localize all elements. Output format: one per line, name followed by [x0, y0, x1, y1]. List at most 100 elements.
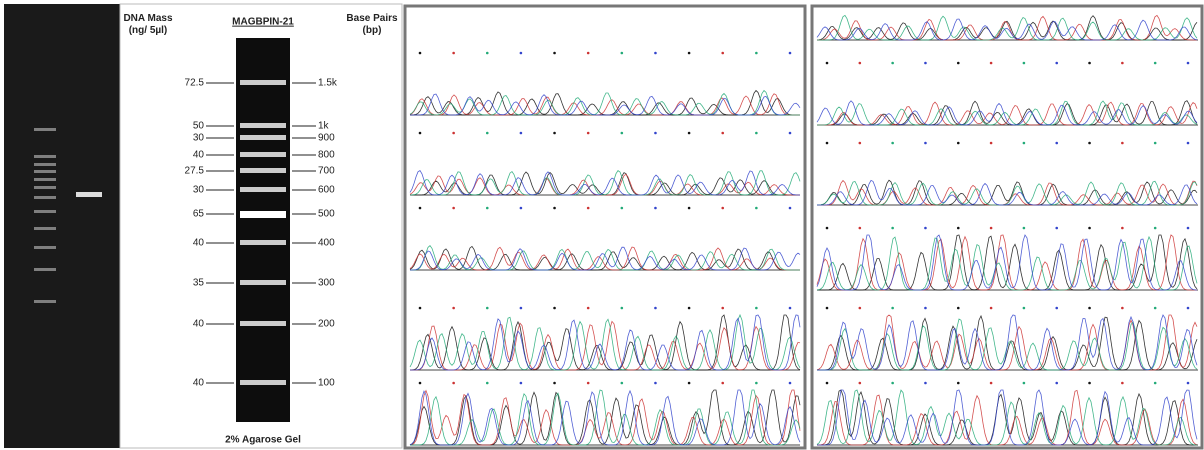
gel-band — [34, 155, 56, 158]
gel-band — [34, 268, 56, 271]
band-mass: 40 — [193, 378, 205, 389]
base-dot — [1088, 62, 1091, 65]
base-dot — [1023, 227, 1026, 230]
base-dot — [1154, 227, 1157, 230]
bp-label-line: Base Pairs — [346, 13, 398, 24]
base-dot — [1187, 307, 1190, 310]
band-size: 700 — [318, 166, 335, 177]
ladder-band — [240, 211, 286, 218]
ladder-band — [240, 80, 286, 85]
ladder-band — [240, 321, 286, 326]
base-dot — [621, 207, 624, 210]
base-dot — [924, 307, 927, 310]
base-dot — [859, 62, 862, 65]
base-dot — [621, 52, 624, 55]
base-dot — [1121, 142, 1124, 145]
base-dot — [721, 207, 724, 210]
mass-label-line: DNA Mass — [123, 13, 173, 24]
band-size: 500 — [318, 209, 335, 220]
base-dot — [826, 62, 829, 65]
ladder-band — [240, 135, 286, 140]
band-mass: 72.5 — [185, 78, 205, 89]
base-dot — [957, 142, 960, 145]
base-dot — [891, 307, 894, 310]
ladder-band — [240, 123, 286, 128]
bp-label-line: (bp) — [363, 25, 382, 36]
ladder-band — [240, 240, 286, 245]
base-dot — [419, 207, 422, 210]
band-mass: 30 — [193, 133, 205, 144]
figure: DNA Mass(ng/ 5µl) MAGBPIN-21 Base Pairs(… — [0, 0, 1204, 450]
base-dot — [452, 132, 455, 135]
band-mass: 27.5 — [185, 166, 205, 177]
base-dot — [990, 307, 993, 310]
base-dot — [654, 52, 657, 55]
base-dot — [755, 307, 758, 310]
base-dot — [826, 142, 829, 145]
gel-image — [4, 4, 120, 448]
band-size: 200 — [318, 319, 335, 330]
base-dot — [452, 52, 455, 55]
gel-band — [34, 163, 56, 166]
chromatogram-panel — [812, 6, 1202, 448]
base-dot — [587, 382, 590, 385]
base-dot — [486, 132, 489, 135]
base-dot — [924, 62, 927, 65]
base-dot — [891, 62, 894, 65]
base-dot — [1154, 307, 1157, 310]
base-dot — [755, 382, 758, 385]
base-dot — [957, 382, 960, 385]
base-dot — [1088, 227, 1091, 230]
base-dot — [924, 227, 927, 230]
base-dot — [789, 52, 792, 55]
base-dot — [553, 307, 556, 310]
base-dot — [486, 207, 489, 210]
base-dot — [419, 307, 422, 310]
base-dot — [520, 382, 523, 385]
base-dot — [826, 382, 829, 385]
base-dot — [1121, 62, 1124, 65]
base-dot — [1023, 307, 1026, 310]
ladder-band — [240, 280, 286, 285]
base-dot — [452, 382, 455, 385]
base-dot — [1055, 227, 1058, 230]
base-dot — [924, 382, 927, 385]
gel-band — [34, 246, 56, 249]
base-dot — [1023, 62, 1026, 65]
base-dot — [553, 132, 556, 135]
base-dot — [859, 382, 862, 385]
band-mass: 40 — [193, 150, 205, 161]
footer: 2% Agarose Gel — [225, 435, 301, 446]
base-dot — [553, 207, 556, 210]
base-dot — [755, 207, 758, 210]
base-dot — [520, 132, 523, 135]
base-dot — [957, 227, 960, 230]
base-dot — [553, 382, 556, 385]
base-dot — [891, 382, 894, 385]
gel-band — [34, 227, 56, 230]
base-dot — [587, 132, 590, 135]
base-dot — [990, 382, 993, 385]
base-dot — [486, 52, 489, 55]
base-dot — [891, 142, 894, 145]
gel-band — [34, 210, 56, 213]
band-mass: 50 — [193, 121, 205, 132]
ladder-band — [240, 152, 286, 157]
band-size: 1.5k — [318, 78, 338, 89]
base-dot — [721, 307, 724, 310]
base-dot — [520, 207, 523, 210]
base-dot — [621, 307, 624, 310]
base-dot — [826, 227, 829, 230]
base-dot — [1088, 307, 1091, 310]
base-dot — [859, 142, 862, 145]
base-dot — [990, 62, 993, 65]
base-dot — [721, 52, 724, 55]
ladder-band — [240, 187, 286, 192]
ladder-title: MAGBPIN-21 — [232, 17, 294, 28]
gel-band — [34, 178, 56, 181]
base-dot — [789, 382, 792, 385]
base-dot — [654, 132, 657, 135]
band-mass: 40 — [193, 319, 205, 330]
base-dot — [755, 52, 758, 55]
base-dot — [654, 207, 657, 210]
